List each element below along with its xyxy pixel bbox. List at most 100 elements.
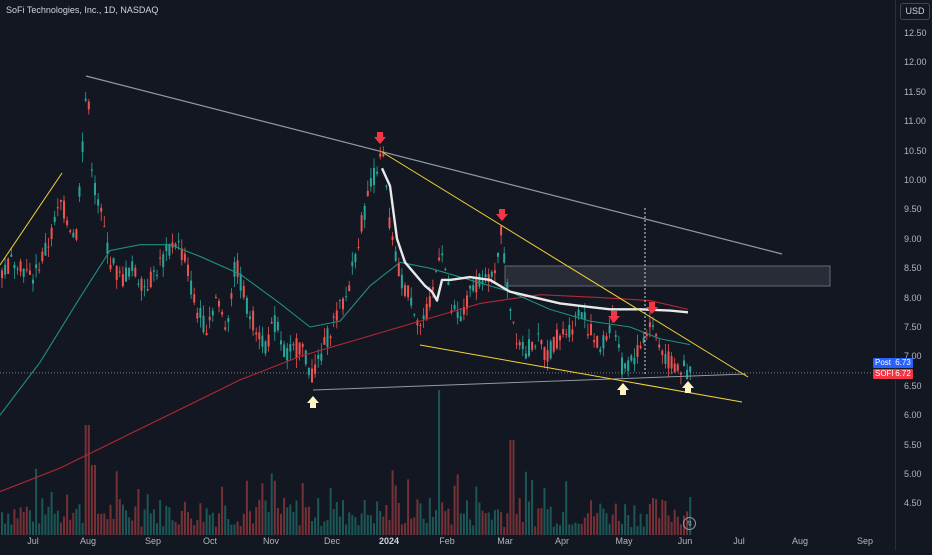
volume-bar	[388, 520, 391, 535]
volume-bar	[376, 501, 379, 535]
candle-body	[7, 258, 10, 274]
volume-bar	[233, 524, 236, 535]
volume-bar	[131, 520, 134, 535]
volume-bar	[174, 521, 177, 535]
candle-body	[404, 285, 406, 296]
volume-bar	[453, 485, 456, 535]
volume-bar	[280, 513, 282, 535]
candle-body	[484, 274, 487, 278]
candle-body	[258, 332, 261, 340]
volume-bar	[38, 523, 41, 535]
candle-body	[326, 328, 329, 347]
candle-body	[199, 308, 202, 318]
candle-body	[245, 297, 248, 314]
volume-bar	[214, 526, 217, 535]
volume-bar	[32, 521, 34, 535]
candle-body	[683, 360, 685, 367]
volume-bar	[53, 513, 56, 535]
volume-bar	[16, 518, 19, 535]
volume-bar	[63, 516, 65, 535]
candle-body	[645, 333, 648, 337]
candle-body	[227, 318, 230, 322]
volume-bar	[286, 507, 289, 535]
candle-body	[131, 261, 134, 272]
price-tick-label: 8.50	[904, 263, 922, 274]
volume-bar	[630, 526, 633, 535]
candle-body	[466, 295, 468, 309]
volume-bar	[283, 497, 286, 535]
volume-bar	[580, 523, 583, 535]
candle-body	[357, 246, 360, 248]
price-tick-label: 6.50	[904, 380, 922, 391]
volume-bar	[394, 485, 397, 535]
volume-bar	[323, 521, 326, 535]
volume-bar	[667, 515, 670, 535]
candle-body	[413, 314, 416, 316]
candle-body	[493, 270, 496, 274]
candle-body	[447, 282, 450, 286]
symbol-title: SoFi Technologies, Inc., 1D, NASDAQ	[6, 5, 159, 15]
volume-bar	[326, 520, 329, 535]
candle-body	[345, 296, 348, 298]
candle-body	[35, 264, 38, 269]
volume-bar	[273, 480, 276, 535]
candle-body	[292, 344, 295, 346]
candle-body	[180, 248, 183, 260]
candle-body	[435, 270, 437, 272]
candle-body	[307, 367, 310, 376]
candle-body	[264, 341, 267, 354]
volume-bar	[648, 504, 651, 535]
candle-body	[462, 306, 465, 315]
volume-bar	[466, 500, 468, 535]
volume-bar	[317, 498, 320, 535]
candle-body	[652, 325, 654, 327]
volume-bar	[66, 494, 69, 535]
price-tick-label: 11.00	[904, 116, 926, 127]
volume-bar	[125, 510, 127, 535]
volume-bar	[338, 516, 341, 535]
volume-bar	[227, 518, 230, 535]
candle-body	[416, 320, 419, 326]
volume-bar	[149, 513, 152, 535]
volume-bar	[422, 518, 425, 535]
volume-bar	[332, 509, 335, 535]
candle-body	[159, 257, 162, 259]
volume-bar	[109, 504, 112, 535]
volume-bar	[469, 519, 472, 535]
volume-bar	[512, 440, 515, 535]
wedge-lower-line	[419, 344, 743, 403]
candle-body	[329, 336, 332, 339]
volume-bar	[103, 513, 106, 535]
candle-body	[94, 182, 96, 196]
volume-bar	[56, 510, 59, 535]
candle-body	[75, 229, 78, 240]
candle-body	[19, 261, 22, 272]
candle-body	[497, 252, 499, 257]
candle-body	[605, 336, 608, 341]
volume-bar	[540, 508, 543, 535]
volume-bar	[152, 509, 155, 535]
candle-body	[686, 369, 689, 380]
lightning-icon[interactable]: ↯	[683, 517, 696, 530]
price-tick-label: 12.50	[904, 28, 927, 38]
volume-bar	[633, 505, 636, 535]
volume-bar	[419, 503, 422, 535]
candle-body	[360, 215, 363, 232]
candle-body	[689, 366, 692, 373]
candle-body	[56, 207, 59, 209]
resistance-zone	[504, 265, 831, 287]
volume-bar	[497, 509, 499, 535]
candle-body	[679, 372, 682, 375]
candle-body	[193, 294, 196, 303]
volume-bar	[462, 513, 465, 535]
currency-button[interactable]: USD	[900, 3, 930, 20]
candle-body	[208, 316, 211, 321]
volume-bar	[264, 500, 267, 535]
candle-body	[506, 282, 509, 289]
volume-bar	[171, 520, 174, 535]
volume-bar	[593, 516, 596, 535]
candle-body	[174, 243, 177, 247]
candle-body	[283, 344, 286, 358]
